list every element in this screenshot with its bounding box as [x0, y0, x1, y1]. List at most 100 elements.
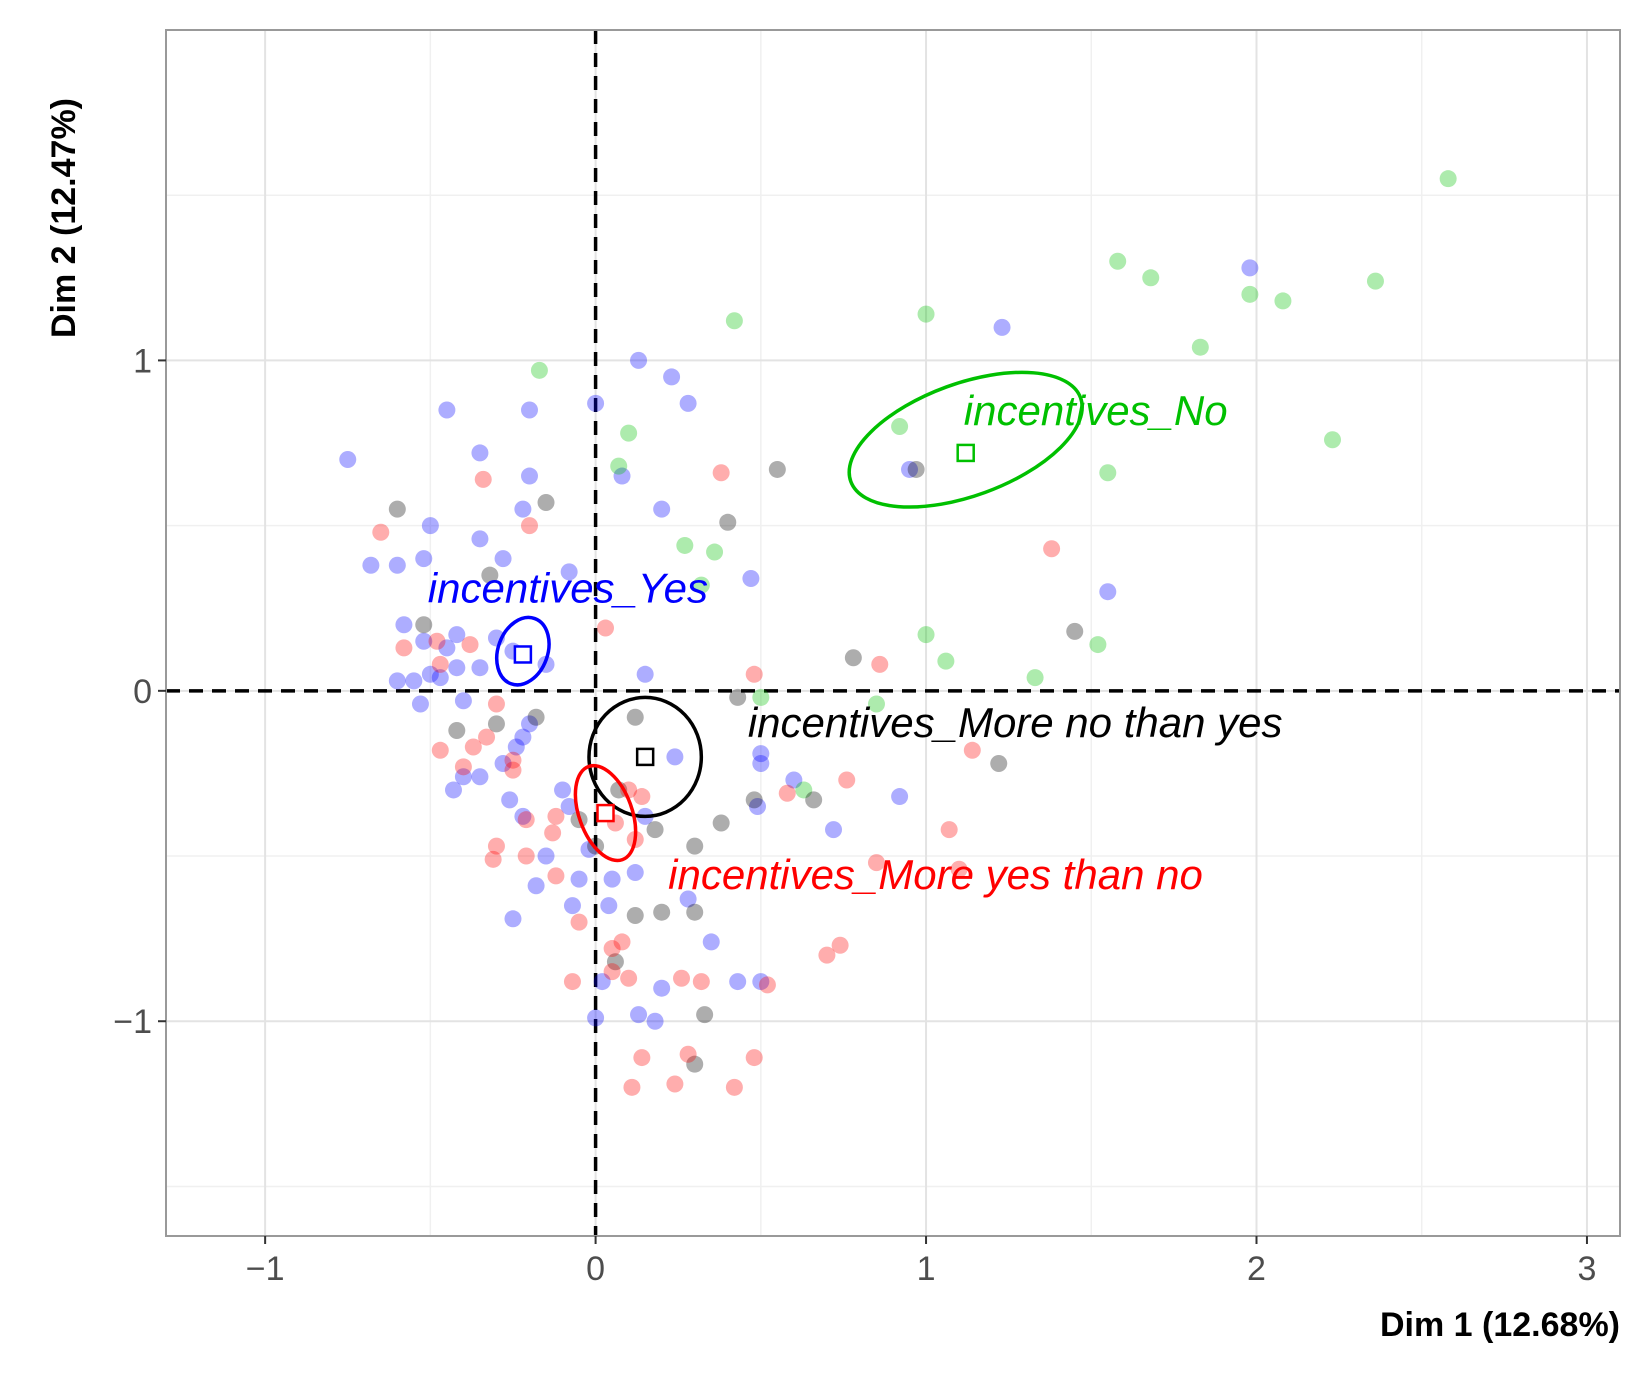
data-points: [339, 170, 1457, 1096]
data-point-more_yes_than_no: [679, 1045, 697, 1063]
data-point-no: [1026, 669, 1044, 687]
y-axis-title: Dim 2 (12.47%): [45, 98, 83, 338]
data-point-yes: [752, 745, 770, 763]
data-point-more_yes_than_no: [603, 963, 621, 981]
data-point-more_yes_than_no: [633, 1049, 651, 1067]
data-point-more_no_than_yes: [606, 953, 624, 971]
data-point-no: [620, 424, 638, 442]
data-point-more_no_than_yes: [537, 493, 555, 511]
data-point-yes: [1099, 583, 1117, 601]
data-point-yes: [494, 755, 512, 773]
data-point-yes: [679, 394, 697, 412]
reference-lines: [166, 30, 1620, 1236]
data-point-more_no_than_yes: [626, 907, 644, 925]
ellipse-no: [847, 370, 1084, 509]
data-point-more_yes_than_no: [613, 933, 631, 951]
data-point-yes: [593, 973, 611, 991]
data-point-more_no_than_yes: [653, 903, 671, 921]
data-point-no: [937, 652, 955, 670]
data-point-more_yes_than_no: [547, 807, 565, 825]
data-point-no: [1274, 292, 1292, 310]
data-point-yes: [785, 771, 803, 789]
data-point-more_yes_than_no: [431, 741, 449, 759]
data-point-yes: [514, 807, 532, 825]
data-point-more_yes_than_no: [712, 464, 730, 482]
data-point-no: [917, 626, 935, 644]
data-point-more_yes_than_no: [504, 751, 522, 769]
data-point-yes: [630, 351, 648, 369]
ellipse-more_yes_than_no: [573, 763, 638, 863]
data-point-no: [1089, 636, 1107, 654]
data-point-more_yes_than_no: [623, 1078, 641, 1096]
ellipse-yes: [495, 615, 551, 687]
data-point-yes: [630, 1006, 648, 1024]
data-point-more_no_than_yes: [481, 566, 499, 584]
x-axis-title: Dim 1 (12.68%): [1380, 1306, 1620, 1344]
data-point-more_yes_than_no: [547, 867, 565, 885]
data-point-more_yes_than_no: [428, 632, 446, 650]
data-point-more_yes_than_no: [950, 860, 968, 878]
data-point-more_yes_than_no: [504, 761, 522, 779]
data-point-more_yes_than_no: [725, 1078, 743, 1096]
data-point-yes: [749, 797, 767, 815]
y-tick-label: 1: [133, 342, 152, 380]
data-point-more_yes_than_no: [666, 1075, 684, 1093]
category-label-yes: incentives_Yes: [428, 564, 708, 611]
data-point-more_no_than_yes: [719, 513, 737, 531]
data-point-more_no_than_yes: [844, 649, 862, 667]
data-point-yes: [570, 870, 588, 888]
data-point-no: [752, 688, 770, 706]
data-point-yes: [729, 973, 747, 991]
data-point-yes: [752, 973, 770, 991]
data-point-yes: [679, 890, 697, 908]
data-point-more_no_than_yes: [805, 791, 823, 809]
data-point-more_yes_than_no: [521, 517, 538, 535]
data-point-no: [1109, 252, 1127, 270]
data-point-more_yes_than_no: [461, 636, 479, 654]
data-point-no: [692, 576, 710, 594]
data-point-no: [1142, 269, 1160, 287]
data-point-yes: [504, 910, 522, 928]
data-point-more_no_than_yes: [712, 814, 730, 832]
data-point-yes: [431, 669, 449, 687]
data-point-yes: [702, 933, 720, 951]
data-point-yes: [653, 500, 671, 518]
x-axis-ticks: −1 0 1 2 3: [246, 1236, 1596, 1288]
x-tick-label: 2: [1247, 1250, 1266, 1288]
data-point-yes: [563, 897, 581, 915]
data-point-more_yes_than_no: [484, 850, 502, 868]
data-point-more_no_than_yes: [907, 460, 925, 478]
data-point-yes: [388, 672, 406, 690]
centroid-no: [956, 443, 975, 463]
data-point-yes: [507, 738, 525, 756]
data-point-more_no_than_yes: [487, 715, 505, 733]
data-point-more_yes_than_no: [838, 771, 856, 789]
data-point-more_yes_than_no: [464, 738, 482, 756]
confidence-ellipses: [495, 370, 1084, 863]
x-tick-label: 3: [1577, 1250, 1596, 1288]
data-point-yes: [444, 781, 462, 799]
data-point-yes: [405, 672, 423, 690]
data-point-yes: [537, 847, 555, 865]
data-point-yes: [339, 451, 357, 469]
data-point-no: [1099, 464, 1117, 482]
centroid-more_yes_than_no: [596, 803, 615, 823]
data-point-no: [725, 312, 743, 330]
data-point-yes: [514, 728, 532, 746]
data-point-more_no_than_yes: [686, 1055, 704, 1073]
data-point-yes: [395, 616, 413, 634]
data-point-yes: [626, 864, 644, 882]
data-point-no: [1366, 272, 1384, 290]
ellipse-more_no_than_yes: [587, 695, 704, 819]
data-point-yes: [448, 626, 466, 644]
data-point-yes: [415, 632, 433, 650]
data-point-yes: [421, 517, 439, 535]
data-point-no: [867, 695, 885, 713]
data-point-yes: [471, 659, 489, 677]
data-point-more_no_than_yes: [745, 791, 763, 809]
data-point-yes: [636, 665, 654, 683]
data-point-no: [530, 361, 548, 379]
minor-gridlines: [166, 30, 1620, 1236]
data-point-more_yes_than_no: [867, 854, 885, 872]
